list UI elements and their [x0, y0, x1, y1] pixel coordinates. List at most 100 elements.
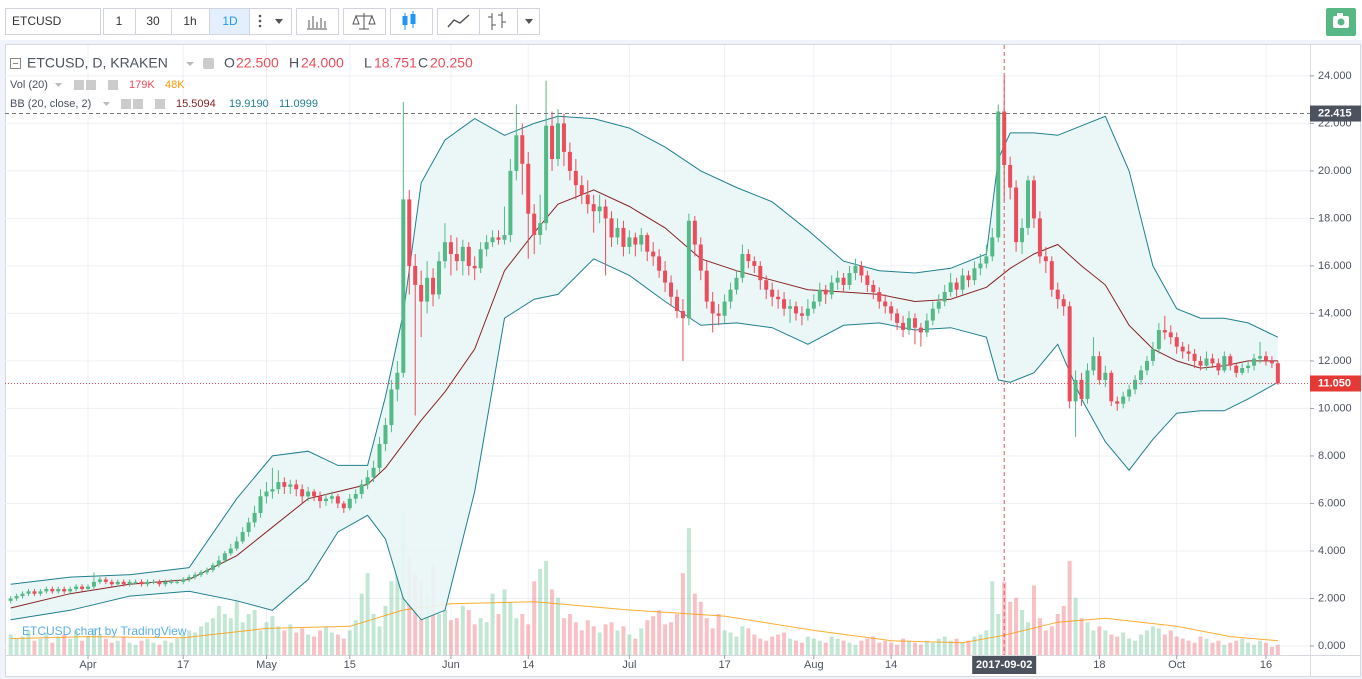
- y-tick-label: 0.000: [1318, 640, 1346, 652]
- candle-body: [258, 496, 263, 513]
- volume-bar: [514, 618, 519, 655]
- volume-bar: [901, 638, 906, 655]
- volume-bar: [377, 626, 382, 655]
- candle-body: [20, 593, 25, 597]
- volume-bar: [1067, 560, 1072, 655]
- volume-bar: [246, 614, 251, 655]
- volume-bar: [740, 626, 745, 655]
- volume-bar: [859, 640, 864, 655]
- camera-icon: [1337, 13, 1343, 17]
- candle-body: [1067, 306, 1072, 402]
- more-intervals[interactable]: [249, 8, 292, 35]
- volume-bar: [50, 642, 55, 655]
- candle-body: [1180, 346, 1185, 352]
- volume-bar: [1055, 614, 1060, 655]
- volume-bar: [972, 636, 977, 655]
- crosshair-price-badge: [1310, 105, 1361, 122]
- volume-bar: [1222, 644, 1227, 655]
- candle-body: [1234, 365, 1239, 373]
- plot-area: [5, 45, 1310, 655]
- candle-body: [817, 289, 822, 302]
- line-icon: [447, 14, 470, 28]
- volume-bar: [639, 628, 644, 655]
- candle-body: [74, 586, 79, 589]
- volume-bar: [895, 644, 900, 655]
- settings-icon[interactable]: [203, 58, 214, 69]
- candle-body: [478, 249, 483, 269]
- hide-icon[interactable]: [133, 99, 143, 109]
- settings-icon[interactable]: [121, 99, 131, 109]
- dropdown-arrow: [186, 62, 194, 66]
- candle-body: [181, 579, 186, 582]
- volume-bar: [365, 573, 370, 655]
- last-price-badge: [1310, 375, 1361, 392]
- collapse-icon[interactable]: [10, 58, 21, 69]
- volume-bar: [663, 624, 668, 655]
- candle-body: [877, 292, 882, 302]
- candle-body: [252, 512, 257, 523]
- volume-bar: [335, 634, 340, 655]
- y-tick-label: 16.000: [1318, 260, 1352, 272]
- volume-bar: [615, 630, 620, 655]
- indicators-button[interactable]: [296, 8, 339, 35]
- candle-body: [901, 322, 906, 331]
- settings-icon[interactable]: [74, 80, 84, 90]
- volume-bar: [686, 528, 691, 655]
- volume-bar: [145, 638, 150, 655]
- volume-bar: [579, 630, 584, 655]
- candle-body: [865, 275, 870, 285]
- candle-body: [300, 489, 305, 497]
- candle-body: [698, 244, 703, 271]
- volume-bar: [1192, 642, 1197, 655]
- volume-bar: [103, 638, 108, 655]
- candle-body: [740, 254, 745, 278]
- symbol-text: ETCUSD: [12, 14, 62, 28]
- bb-basis-value: 15.5094: [176, 98, 216, 110]
- volume-bar: [44, 632, 49, 655]
- volume-bar: [1240, 638, 1245, 655]
- bb-upper-value: 19.9190: [229, 98, 269, 110]
- candle-body: [550, 125, 555, 160]
- candle-body: [746, 254, 751, 262]
- candle-body: [234, 541, 239, 549]
- volume-bar: [1210, 642, 1215, 655]
- volume-bar: [425, 593, 430, 655]
- candle-body: [127, 581, 132, 585]
- volume-bar: [1228, 642, 1233, 655]
- candle-body: [490, 237, 495, 243]
- symbol-input[interactable]: [5, 8, 101, 35]
- bars-button[interactable]: [479, 8, 518, 35]
- candle-body: [282, 482, 287, 487]
- candle-body: [187, 577, 192, 580]
- remove-icon[interactable]: [155, 99, 165, 109]
- candle-body: [377, 444, 382, 468]
- volume-bar: [984, 630, 989, 655]
- legend: ETCUSD, D, KRAKEN O 22.500 H 24.000 L 18…: [10, 55, 473, 110]
- volume-bar: [627, 634, 632, 655]
- volume-bar: [1127, 638, 1132, 655]
- volume-bar: [526, 624, 531, 655]
- candle-body: [246, 522, 251, 532]
- interval-button-active[interactable]: [209, 8, 250, 35]
- candle-body: [728, 289, 733, 302]
- volume-bar: [758, 638, 763, 655]
- x-tick-label: Apr: [79, 659, 96, 671]
- volume-bar: [722, 630, 727, 655]
- bb-lower-value: 11.0999: [279, 98, 318, 110]
- volume-bar: [734, 636, 739, 655]
- candle-body: [62, 588, 67, 592]
- candle-body: [413, 265, 418, 285]
- volume-bar: [1156, 628, 1161, 655]
- interval-label: 1D: [222, 14, 238, 28]
- hide-icon[interactable]: [86, 80, 96, 90]
- volume-bar: [91, 628, 96, 655]
- remove-icon[interactable]: [108, 80, 118, 90]
- volume-bar: [127, 642, 132, 655]
- candle-body: [591, 204, 596, 212]
- x-tick-label: 14: [522, 659, 534, 671]
- candle-body: [978, 263, 983, 269]
- volume-bar: [1073, 597, 1078, 655]
- volume-bar: [1180, 638, 1185, 655]
- candle-body: [193, 574, 198, 578]
- interval-button[interactable]: [171, 8, 210, 35]
